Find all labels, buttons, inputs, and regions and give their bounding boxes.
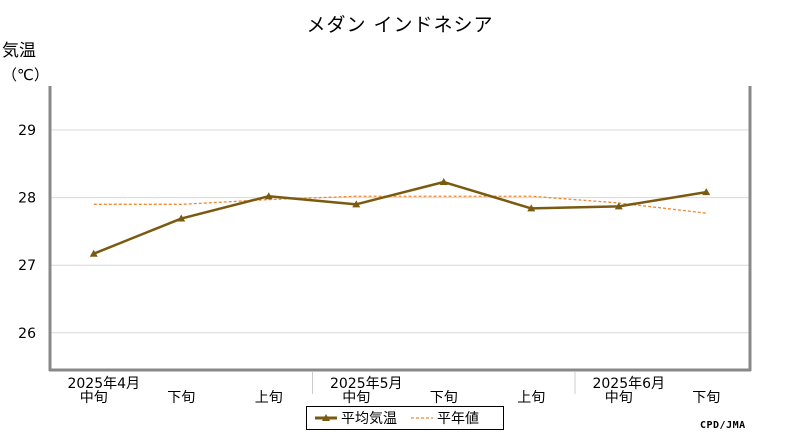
legend-label-normal: 平年値 xyxy=(437,411,479,427)
data-point-actual xyxy=(702,188,711,196)
chart-legend: 平均気温 平年値 xyxy=(306,406,504,430)
x-tick-label: 下旬 xyxy=(430,390,458,406)
legend-item-normal: 平年値 xyxy=(411,408,479,428)
month-label: 2025年6月 xyxy=(592,376,665,392)
data-point-actual xyxy=(264,192,273,200)
data-point-actual xyxy=(89,249,98,257)
y-tick-label: 28 xyxy=(18,191,36,207)
legend-swatch-normal xyxy=(411,417,433,419)
legend-label-actual: 平均気温 xyxy=(341,411,397,427)
x-tick-label: 下旬 xyxy=(167,390,195,406)
data-point-actual xyxy=(527,204,536,212)
month-label: 2025年5月 xyxy=(330,376,403,392)
x-tick-label: 中旬 xyxy=(342,390,370,406)
credit-text: CPD/JMA xyxy=(700,420,746,431)
y-tick-label: 29 xyxy=(18,123,36,139)
data-point-actual xyxy=(177,214,186,222)
data-point-actual xyxy=(614,202,623,210)
chart-title: メダン インドネシア xyxy=(306,14,494,36)
data-point-actual xyxy=(439,178,448,186)
y-axis-label: 気温 xyxy=(2,41,36,61)
y-axis-unit: （℃） xyxy=(2,66,49,84)
x-tick-label: 中旬 xyxy=(605,390,633,406)
series-line-actual xyxy=(93,180,707,255)
data-point-actual xyxy=(352,200,361,208)
series-line-normal xyxy=(93,195,707,214)
x-tick-label: 中旬 xyxy=(80,390,108,406)
x-tick-label: 下旬 xyxy=(692,390,720,406)
month-label: 2025年4月 xyxy=(67,376,140,392)
x-tick-label: 上旬 xyxy=(517,390,545,406)
y-tick-label: 26 xyxy=(18,326,36,342)
x-tick-label: 上旬 xyxy=(255,390,283,406)
legend-item-actual: 平均気温 xyxy=(315,408,397,428)
legend-swatch-actual xyxy=(315,414,337,421)
y-tick-label: 27 xyxy=(18,258,36,274)
